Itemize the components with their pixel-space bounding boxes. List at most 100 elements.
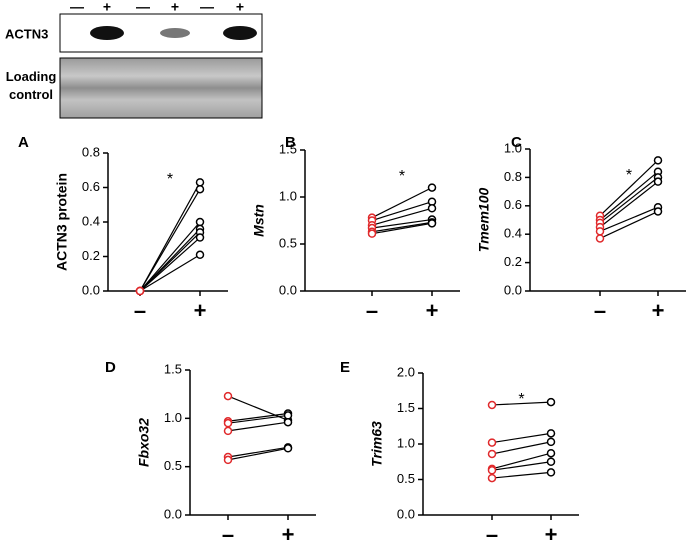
point bbox=[283, 417, 293, 427]
y-tick-label: 1.0 bbox=[504, 140, 522, 155]
pair-line bbox=[139, 188, 201, 292]
panel-label: E bbox=[340, 359, 350, 376]
lane-label: + bbox=[171, 0, 179, 15]
pair-line bbox=[371, 201, 433, 222]
annotation: * bbox=[167, 171, 173, 188]
pair-line bbox=[371, 207, 433, 226]
x-tick-label: + bbox=[545, 522, 558, 541]
point bbox=[487, 473, 497, 483]
blot-band bbox=[223, 26, 257, 40]
blot-band bbox=[90, 26, 124, 40]
x-tick-label: + bbox=[282, 522, 295, 541]
pair-line bbox=[491, 452, 552, 470]
y-tick-label: 0.6 bbox=[82, 179, 100, 194]
panel-label: A bbox=[18, 134, 29, 151]
pair-line bbox=[227, 414, 289, 424]
point bbox=[195, 184, 205, 194]
point bbox=[195, 178, 205, 187]
point bbox=[223, 426, 233, 436]
y-tick-label: 0.0 bbox=[82, 282, 100, 297]
y-tick-label: 0.6 bbox=[504, 197, 522, 212]
y-axis-label: Trim63 bbox=[369, 421, 385, 467]
y-tick-label: 1.0 bbox=[279, 188, 297, 203]
pair-line bbox=[491, 441, 552, 455]
lane-label: — bbox=[200, 0, 214, 15]
pair-line bbox=[491, 432, 552, 444]
annotation: * bbox=[626, 167, 632, 184]
blot-loading bbox=[59, 57, 263, 119]
point bbox=[546, 457, 556, 466]
y-tick-label: 0.4 bbox=[82, 213, 100, 228]
pair-line bbox=[491, 461, 552, 471]
point bbox=[546, 468, 556, 477]
annotation: * bbox=[399, 168, 405, 185]
point bbox=[427, 204, 437, 213]
x-tick-label: – bbox=[366, 298, 378, 323]
y-tick-label: 0.8 bbox=[504, 169, 522, 184]
y-tick-label: 0.0 bbox=[397, 506, 415, 521]
blot-band bbox=[160, 28, 190, 38]
lane-label: — bbox=[70, 0, 84, 15]
point bbox=[195, 233, 205, 242]
y-tick-label: 0.2 bbox=[504, 254, 522, 269]
point bbox=[135, 286, 145, 296]
point bbox=[546, 397, 556, 407]
pair-line bbox=[599, 206, 659, 232]
point bbox=[546, 448, 556, 458]
x-tick-label: – bbox=[134, 298, 146, 323]
point bbox=[283, 444, 293, 453]
x-tick-label: – bbox=[222, 522, 234, 541]
pair-line bbox=[227, 446, 289, 458]
pair-line bbox=[371, 222, 433, 235]
lane-label: + bbox=[103, 0, 111, 15]
point bbox=[653, 177, 663, 186]
point bbox=[487, 466, 497, 475]
point bbox=[283, 411, 293, 420]
pair-line bbox=[227, 421, 289, 432]
point bbox=[427, 219, 437, 228]
point bbox=[595, 234, 605, 243]
point bbox=[595, 227, 605, 236]
blot-row-label: Loading control bbox=[5, 69, 57, 102]
y-tick-label: 0.2 bbox=[82, 248, 100, 263]
pair-line bbox=[599, 181, 659, 228]
point bbox=[653, 156, 663, 165]
blot-row-label: ACTN3 bbox=[5, 26, 48, 41]
pair-line bbox=[491, 401, 552, 406]
point bbox=[223, 455, 233, 465]
y-tick-label: 0.5 bbox=[279, 235, 297, 250]
pair-line bbox=[371, 221, 433, 233]
x-tick-label: – bbox=[594, 298, 606, 323]
y-tick-label: 2.0 bbox=[397, 364, 415, 379]
point bbox=[546, 429, 556, 438]
point bbox=[427, 183, 437, 192]
x-tick-label: – bbox=[486, 522, 498, 541]
y-axis-label: Tmem100 bbox=[476, 187, 492, 252]
pair-line bbox=[371, 218, 433, 229]
x-tick-label: + bbox=[194, 298, 207, 323]
point bbox=[195, 250, 205, 260]
y-tick-label: 1.0 bbox=[164, 410, 182, 425]
pair-line bbox=[139, 254, 201, 292]
y-tick-label: 1.5 bbox=[397, 400, 415, 415]
point bbox=[195, 217, 205, 227]
x-tick-label: + bbox=[426, 298, 439, 323]
y-tick-label: 0.0 bbox=[279, 282, 297, 297]
pair-line bbox=[599, 210, 659, 240]
x-tick-label: + bbox=[652, 298, 665, 323]
panel-label: C bbox=[511, 134, 522, 151]
point bbox=[487, 400, 497, 410]
y-tick-label: 0.0 bbox=[164, 506, 182, 521]
point bbox=[223, 418, 233, 428]
y-tick-label: 1.5 bbox=[164, 361, 182, 376]
pair-line bbox=[371, 187, 433, 219]
pair-line bbox=[599, 159, 659, 217]
y-tick-label: 0.4 bbox=[504, 226, 522, 241]
y-axis-label: ACTN3 protein bbox=[54, 173, 70, 271]
pair-line bbox=[139, 221, 201, 292]
annotation: * bbox=[518, 391, 524, 408]
pair-line bbox=[599, 171, 659, 221]
pair-line bbox=[599, 176, 659, 224]
panel-label: D bbox=[105, 359, 116, 376]
